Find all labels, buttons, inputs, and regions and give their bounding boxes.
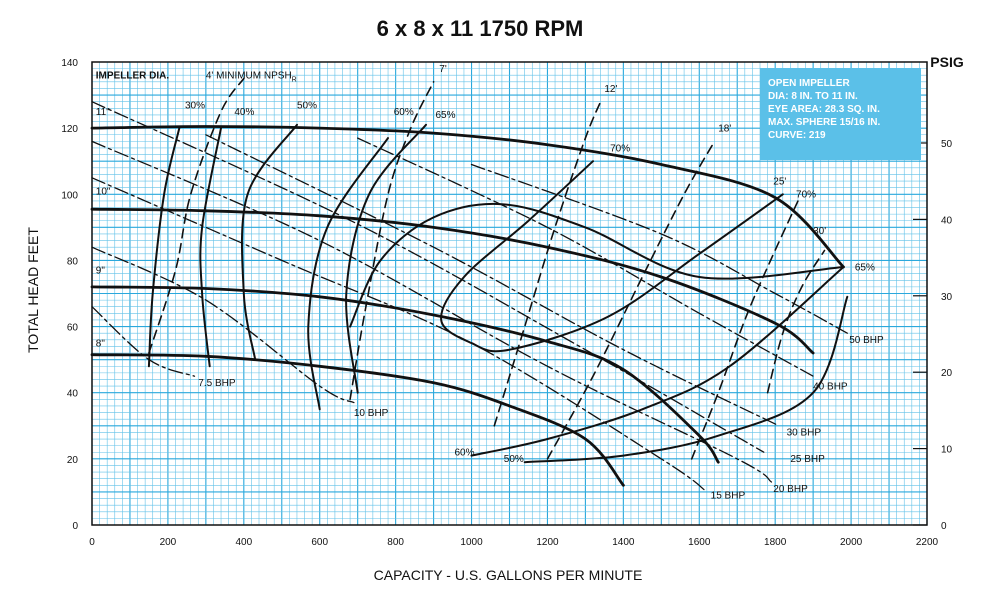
series-bhp-14: [91, 246, 355, 404]
curve-label: 40 BHP: [813, 381, 848, 392]
series-bhp-19: [357, 137, 814, 377]
curve-label: 25': [773, 176, 786, 187]
info-box-line: DIA: 8 IN. TO 11 IN.: [768, 91, 858, 102]
chart-axes: 0 200 400 600 800 1000 1200 1400 1600 1800 2000 220…: [61, 58, 952, 548]
curve-label: 65%: [435, 110, 455, 121]
info-box-line: MAX. SPHERE 15/16 IN.: [768, 117, 880, 128]
info-box-line: EYE AREA: 28.3 SQ. IN.: [768, 104, 880, 115]
series-efficiency-6: [240, 123, 298, 361]
curve-label: 65%: [855, 262, 875, 273]
y2-tick-label: 40: [941, 215, 953, 226]
curve-label: 20 BHP: [773, 484, 808, 495]
series-npsh-23: [493, 100, 602, 427]
x-tick-label: 200: [160, 537, 177, 548]
curve-label: 50 BHP: [849, 335, 884, 346]
curve-label: 18': [718, 123, 731, 134]
x-tick-label: 400: [235, 537, 252, 548]
y-axis-title: TOTAL HEAD FEET: [25, 227, 41, 353]
y2-tick-label: 10: [941, 445, 953, 456]
y-tick-label: 60: [67, 323, 79, 334]
y2-tick-label: 50: [941, 139, 953, 150]
series-bhp-20: [470, 163, 848, 334]
series-npsh-21: [148, 77, 245, 354]
series-npsh-26: [766, 249, 826, 394]
series-bhp-18: [205, 134, 780, 427]
info-box-background: [760, 68, 921, 160]
plot-frame: [91, 61, 928, 526]
curve-label: 40%: [234, 107, 254, 118]
curve-label: 10 BHP: [354, 408, 389, 419]
x-tick-label: 1600: [688, 537, 711, 548]
series-efficiency-11: [470, 266, 845, 457]
curve-label: 50%: [504, 454, 524, 465]
y-tick-label: 80: [67, 256, 79, 267]
info-box-line: OPEN IMPELLER: [768, 78, 850, 89]
curve-label: 11": [96, 107, 110, 118]
curve-label: 12': [604, 84, 617, 95]
x-tick-label: 600: [311, 537, 328, 548]
curve-label: 30%: [185, 100, 205, 111]
y-tick-label: 120: [61, 124, 78, 135]
x-tick-label: 1000: [460, 537, 483, 548]
x-tick-label: 1800: [764, 537, 787, 548]
chart-title: 6 x 8 x 11 1750 RPM: [377, 16, 584, 41]
curve-label: 60%: [394, 107, 414, 118]
y-tick-label: 0: [72, 521, 78, 532]
y2-axis-title: PSIG: [930, 54, 964, 70]
x-tick-label: 2000: [840, 537, 863, 548]
series-efficiency-12: [523, 295, 849, 464]
series-bhp-13: [91, 306, 196, 377]
y2-tick-label: 30: [941, 292, 953, 303]
curve-label: 9": [96, 266, 106, 277]
series-efficiency-7: [307, 137, 389, 411]
series-npsh-22: [349, 81, 435, 401]
series-bhp-16: [91, 140, 773, 483]
y-tick-label: 40: [67, 389, 79, 400]
series-npsh-24: [546, 140, 716, 460]
curve-label: 15 BHP: [711, 491, 746, 502]
curve-label: 70%: [796, 190, 816, 201]
x-axis-title: CAPACITY - U.S. GALLONS PER MINUTE: [374, 567, 643, 583]
x-tick-label: 800: [387, 537, 404, 548]
curve-label: 70%: [610, 143, 630, 154]
series-efficiency-10: [349, 202, 845, 328]
series-npsh-25: [690, 200, 799, 460]
info-box-line: CURVE: 219: [768, 130, 826, 141]
curve-label: 10": [96, 186, 111, 197]
npsh-label: 4' MINIMUM NPSHR: [206, 71, 297, 84]
x-tick-label: 1400: [612, 537, 635, 548]
curve-label: 25 BHP: [790, 454, 825, 465]
series-bhp-15: [91, 177, 708, 493]
y2-tick-label: 0: [941, 521, 947, 532]
curve-label: 8": [96, 338, 106, 349]
chart-curves: [90, 77, 849, 493]
series-efficiency-4: [147, 127, 181, 368]
info-box: OPEN IMPELLER DIA: 8 IN. TO 11 IN. EYE ARE…: [760, 68, 921, 160]
series-bhp-17: [91, 101, 765, 453]
curve-label: 7': [439, 64, 447, 75]
curve-label: 7.5 BHP: [198, 378, 236, 389]
series-head-3: [90, 353, 625, 487]
series-head-2: [90, 285, 720, 464]
y-tick-label: 140: [61, 58, 78, 69]
x-tick-label: 2200: [916, 537, 939, 548]
series-head-0: [90, 125, 845, 269]
x-tick-label: 1200: [536, 537, 559, 548]
curve-label: 60%: [454, 448, 474, 459]
series-efficiency-5: [199, 127, 222, 368]
y-tick-label: 100: [61, 190, 78, 201]
x-tick-label: 0: [89, 537, 95, 548]
impeller-label: IMPELLER DIA.: [96, 71, 170, 82]
y2-tick-label: 20: [941, 368, 953, 379]
curve-label: 50%: [297, 100, 317, 111]
series-head-1: [90, 207, 815, 355]
y-tick-label: 20: [67, 455, 79, 466]
curve-label: 30': [813, 226, 826, 237]
chart-labels: 11" 10" 9" 8" 30% 40% 50% 60% 65% 70% 70% 65% 60% 50%…: [96, 64, 884, 502]
curve-label: 30 BHP: [787, 428, 822, 439]
